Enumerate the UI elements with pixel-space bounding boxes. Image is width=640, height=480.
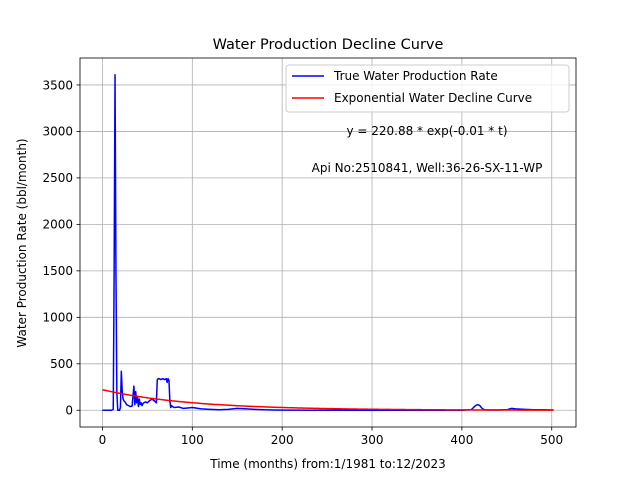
y-tick-label: 3000 — [42, 125, 73, 139]
plot-series-group — [102, 73, 554, 412]
equation-annotation: y = 220.88 * exp(-0.01 * t) — [346, 124, 507, 138]
axes-frame — [79, 57, 577, 428]
legend-label-true-rate: True Water Production Rate — [333, 69, 498, 83]
y-tick-label: 1000 — [42, 311, 73, 325]
y-tick-label: 0 — [65, 404, 73, 418]
x-tick-label: 400 — [450, 433, 473, 447]
y-tick-label: 3500 — [42, 78, 73, 92]
legend-label-exponential: Exponential Water Decline Curve — [334, 91, 532, 105]
x-tick-label: 200 — [271, 433, 294, 447]
series-line-true-water-rate — [102, 73, 554, 412]
y-tick-label: 1500 — [42, 264, 73, 278]
well-annotation: Api No:2510841, Well:36-26-SX-11-WP — [312, 161, 543, 175]
legend-box — [285, 64, 570, 113]
x-tick-label: 0 — [99, 433, 107, 447]
legend: True Water Production Rate Exponential W… — [285, 64, 570, 113]
axes-layer: 0 100 200 300 400 500 0 500 1000 1500 2000 2500 3000… — [42, 57, 577, 447]
y-tick-label: 2500 — [42, 171, 73, 185]
y-tick-label: 2000 — [42, 218, 73, 232]
y-tick-label: 500 — [50, 357, 73, 371]
x-tick-label: 500 — [540, 433, 563, 447]
chart-title: Water Production Decline Curve — [213, 37, 444, 53]
y-axis-label: Water Production Rate (bbl/month) — [15, 138, 29, 347]
series-line-exponential-decline — [102, 389, 554, 411]
x-axis-label: Time (months) from:1/1981 to:12/2023 — [209, 457, 446, 471]
x-tick-label: 100 — [181, 433, 204, 447]
x-tick-label: 300 — [361, 433, 384, 447]
